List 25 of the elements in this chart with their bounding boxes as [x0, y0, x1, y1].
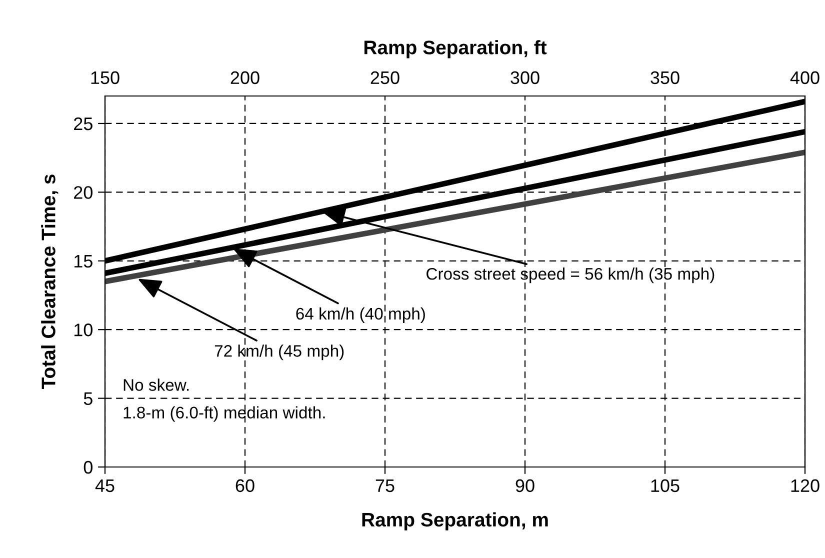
annotation: 64 km/h (40 mph) [296, 307, 425, 323]
y-tick-label: 0 [84, 460, 92, 474]
x-axis-title: Ramp Separation, m [362, 512, 548, 530]
x-tick-label: 75 [376, 479, 394, 492]
y-tick-label: 20 [74, 186, 92, 199]
x2-tick-label: 400 [790, 71, 820, 84]
y-tick-label: 10 [74, 324, 92, 336]
x2-axis-title: Ramp Separation, ft [364, 40, 547, 58]
x2-tick-label: 200 [230, 71, 260, 84]
annotation: No skew. 1.8-m (6.0-ft) median width. [124, 378, 325, 422]
annotation: 72 km/h (45 mph) [214, 344, 344, 360]
annotation: Cross street speed = 56 km/h (35 mph) [426, 268, 714, 284]
y-tick-label: 25 [74, 117, 92, 130]
y-tick-label: 5 [84, 392, 92, 406]
x-tick-label: 105 [651, 479, 680, 492]
y-tick-label: 15 [74, 255, 92, 268]
x2-tick-label: 350 [650, 71, 680, 84]
y-axis-title: Total Clearance Time, s [41, 174, 58, 389]
x-tick-label: 45 [95, 479, 114, 492]
x2-tick-label: 150 [91, 71, 120, 84]
x-tick-label: 60 [236, 479, 254, 492]
x-tick-label: 120 [791, 479, 820, 492]
x2-tick-label: 250 [370, 71, 400, 84]
x2-tick-label: 300 [510, 71, 540, 84]
x-tick-label: 90 [516, 479, 534, 492]
